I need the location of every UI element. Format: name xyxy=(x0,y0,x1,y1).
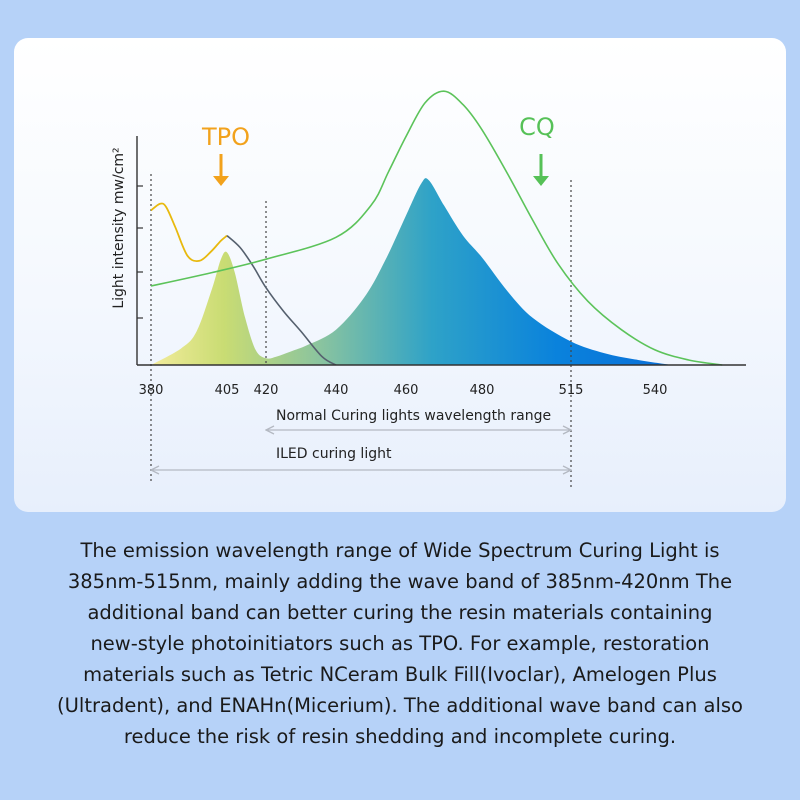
x-tick-label: 460 xyxy=(394,383,419,398)
spectrum-chart: 380 405 420 440 460 480 515 540 Light intensity … xyxy=(111,90,746,488)
y-axis-label: Light intensity mw/cm² xyxy=(111,147,127,308)
caption-line: (Ultradent), and ENAHn(Micerium). The ad… xyxy=(57,694,743,717)
cq-curve xyxy=(150,90,723,366)
caption-line: materials such as Tetric NCeram Bulk Fil… xyxy=(83,663,717,686)
range-label: Normal Curing lights wavelength range xyxy=(276,408,551,424)
x-tick-label: 380 xyxy=(139,383,164,398)
caption-line: reduce the risk of resin shedding and in… xyxy=(123,725,677,748)
annotation-arrow-head xyxy=(533,176,549,186)
tpo-curve-tail xyxy=(226,235,337,366)
annotation-label-cq: CQ xyxy=(519,113,555,141)
tpo-curve xyxy=(150,202,228,263)
caption-line: new-style photoinitiators such as TPO. F… xyxy=(90,632,710,655)
x-tick-label: 405 xyxy=(215,383,240,398)
x-tick-label: 480 xyxy=(470,383,495,398)
caption-line: additional band can better curing the re… xyxy=(87,601,713,624)
caption-line: 385nm-515nm, mainly adding the wave band… xyxy=(67,570,733,593)
x-tick-label: 540 xyxy=(643,383,668,398)
range-label: ILED curing light xyxy=(276,446,392,462)
x-tick-label: 515 xyxy=(559,383,584,398)
annotation-label-tpo: TPO xyxy=(201,123,250,151)
annotation-arrow-head xyxy=(213,176,229,186)
chart-card: 380 405 420 440 460 480 515 540 Light intensity … xyxy=(14,38,786,512)
description-text: The emission wavelength range of Wide Sp… xyxy=(40,535,760,752)
x-tick-label: 420 xyxy=(254,383,279,398)
spectrum-fill-area xyxy=(151,178,672,365)
x-tick-label: 440 xyxy=(324,383,349,398)
caption-line: The emission wavelength range of Wide Sp… xyxy=(80,539,720,562)
